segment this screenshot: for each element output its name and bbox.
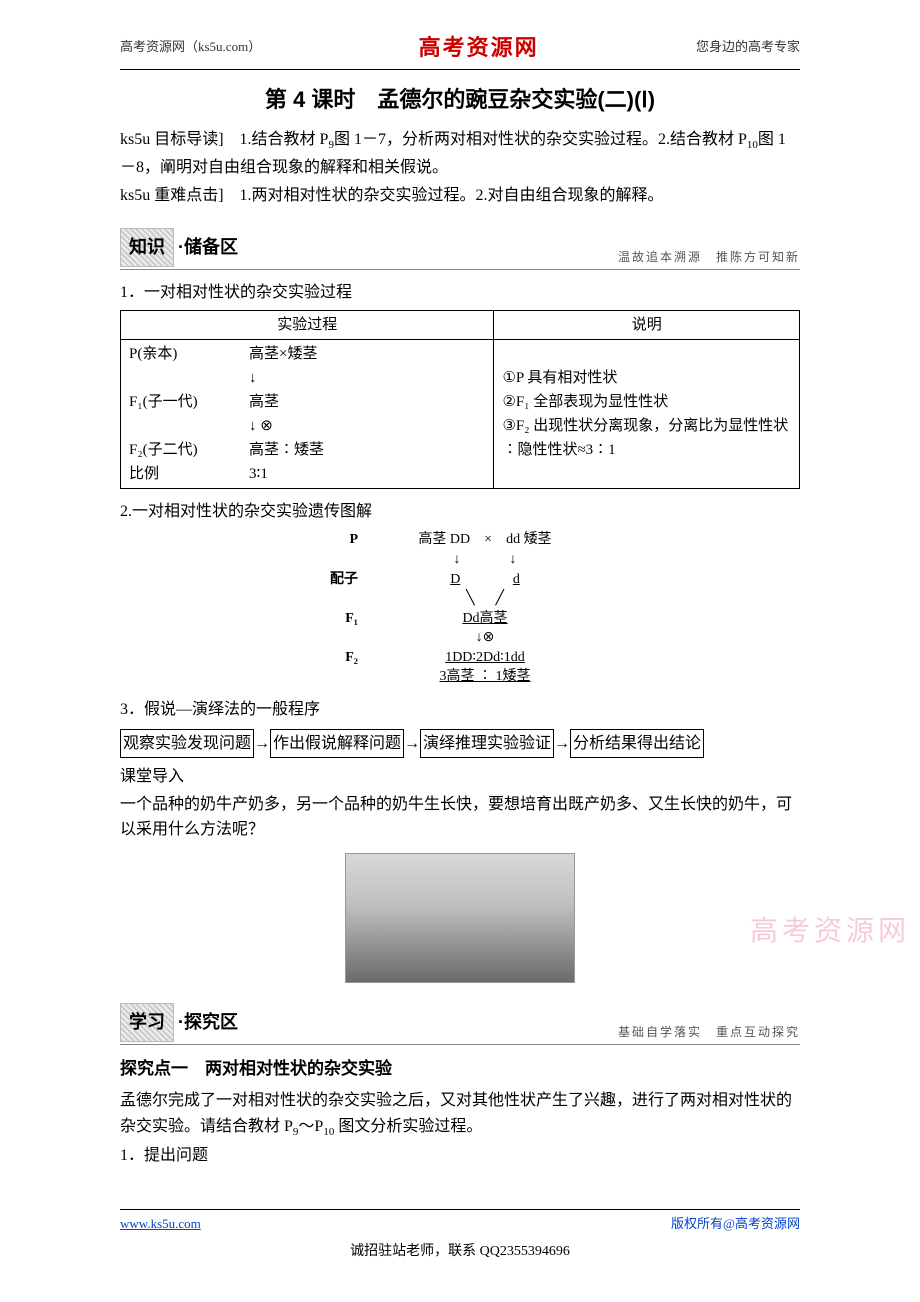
classroom-intro-body: 一个品种的奶牛产奶多，另一个品种的奶牛生长快，要想培育出既产奶多、又生长快的奶牛… — [120, 792, 800, 843]
header-logo-text: 高考资源网 — [419, 30, 539, 65]
section-sub-knowledge: 温故追本溯源 推陈方可知新 — [618, 248, 800, 267]
section-sub-learning: 基础自学落实 重点互动探究 — [618, 1023, 800, 1042]
explore-title: 探究点一 两对相对性状的杂交实验 — [120, 1055, 800, 1082]
list3-head: 3．假说—演绎法的一般程序 — [120, 697, 800, 723]
section-tag-knowledge: 知识 — [120, 228, 174, 267]
table-explain-cell: ①P 具有相对性状 ②F₁ 全部表现为显性性状 ③F₂ 出现性状分离现象，分离比… — [494, 339, 800, 488]
section-learning-bar: 学习 ·探究区 基础自学落实 重点互动探究 — [120, 1003, 800, 1045]
section-knowledge-bar: 知识 ·储备区 温故追本溯源 推陈方可知新 — [120, 228, 800, 270]
table-header-explain: 说明 — [494, 310, 800, 339]
section-suffix-knowledge: ·储备区 — [178, 233, 238, 262]
section-tag-learning: 学习 — [120, 1003, 174, 1042]
list2-head: 2.一对相对性状的杂交实验遗传图解 — [120, 499, 800, 525]
table-header-process: 实验过程 — [121, 310, 494, 339]
intro-keypoints: ks5u 重难点击] 1.两对相对性状的杂交实验过程。2.对自由组合现象的解释。 — [120, 183, 800, 209]
header-left: 高考资源网（ks5u.com） — [120, 37, 261, 58]
list1-head: 1．一对相对性状的杂交实验过程 — [120, 280, 800, 306]
page-title: 第 4 课时 孟德尔的豌豆杂交实验(二)(Ⅰ) — [120, 82, 800, 117]
page-header: 高考资源网（ks5u.com） 高考资源网 您身边的高考专家 — [120, 30, 800, 70]
header-right: 您身边的高考专家 — [696, 37, 800, 58]
watermark: 高考资源网 — [750, 910, 910, 955]
section-suffix-learning: ·探究区 — [178, 1008, 238, 1037]
intro-objectives: ks5u 目标导读] 1.结合教材 P9图 1－7，分析两对相对性状的杂交实验过… — [120, 127, 800, 180]
footer-contact: 诚招驻站老师，联系 QQ2355394696 — [120, 1241, 800, 1263]
footer-copyright: 版权所有@高考资源网 — [671, 1214, 800, 1235]
genetic-diagram: P 高茎 DD × dd 矮茎 ↓ ↓ 配子 D d ╲ ╱ F₁ Dd高茎 — [320, 530, 600, 687]
explore-body: 孟德尔完成了一对相对性状的杂交实验之后，又对其他性状产生了兴趣，进行了两对相对性… — [120, 1088, 800, 1141]
page-footer: www.ks5u.com 版权所有@高考资源网 — [120, 1209, 800, 1235]
hypothesis-sequence: 观察实验发现问题→作出假说解释问题→演绎推理实验验证→分析结果得出结论 — [120, 729, 800, 759]
footer-link[interactable]: www.ks5u.com — [120, 1214, 201, 1235]
cows-photo — [345, 853, 575, 983]
experiment-table: 实验过程 说明 P(亲本)高茎×矮茎 ↓ F₁(子一代)高茎 ↓ ⊗ F₂(子二… — [120, 310, 800, 489]
explore-question-1: 1．提出问题 — [120, 1143, 800, 1169]
classroom-intro-head: 课堂导入 — [120, 764, 800, 790]
table-process-cell: P(亲本)高茎×矮茎 ↓ F₁(子一代)高茎 ↓ ⊗ F₂(子二代)高茎∶矮茎 … — [121, 339, 494, 488]
